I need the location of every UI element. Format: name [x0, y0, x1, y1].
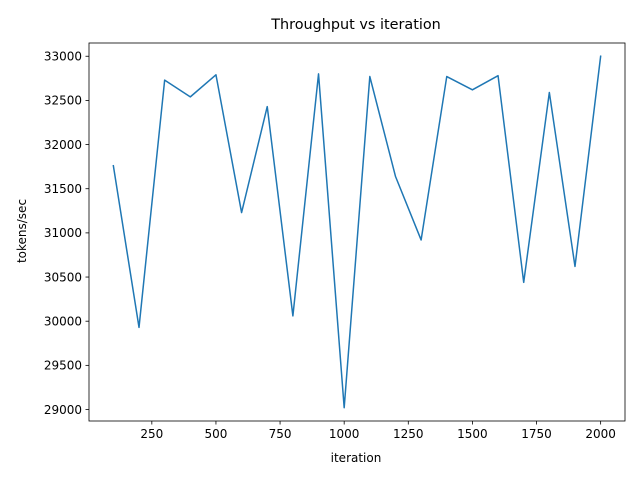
- x-tick-label: 1250: [393, 427, 424, 441]
- plot-area: [88, 42, 626, 422]
- axes-frame: [88, 42, 626, 422]
- y-tick-label: 30500: [44, 270, 82, 284]
- x-tick-label: 2000: [585, 427, 616, 441]
- y-tick-label: 31000: [44, 226, 82, 240]
- chart-title: Throughput vs iteration: [270, 17, 441, 33]
- y-tick-label: 31500: [44, 182, 82, 196]
- x-tick-label: 750: [269, 427, 292, 441]
- x-tick-label: 1000: [329, 427, 360, 441]
- y-axis-label: tokens/sec: [15, 199, 29, 263]
- series-line-0: [112, 55, 602, 409]
- x-tick-label: 250: [140, 427, 163, 441]
- y-axis-ticks: 29000 29500 30000 30500 31000 31500 32000 32500…: [44, 50, 89, 417]
- x-tick-label: 500: [204, 427, 227, 441]
- y-tick-label: 29000: [44, 403, 82, 417]
- x-axis-label: iteration: [331, 451, 382, 465]
- y-tick-label: 32000: [44, 138, 82, 152]
- x-tick-label: 1500: [457, 427, 488, 441]
- y-tick-label: 29500: [44, 359, 82, 373]
- x-tick-label: 1750: [521, 427, 552, 441]
- x-axis-ticks: 250 500 750 1000 1250 1500 1750 2000: [140, 421, 616, 441]
- y-tick-label: 30000: [44, 315, 82, 329]
- y-tick-label: 32500: [44, 94, 82, 108]
- y-tick-label: 33000: [44, 50, 82, 64]
